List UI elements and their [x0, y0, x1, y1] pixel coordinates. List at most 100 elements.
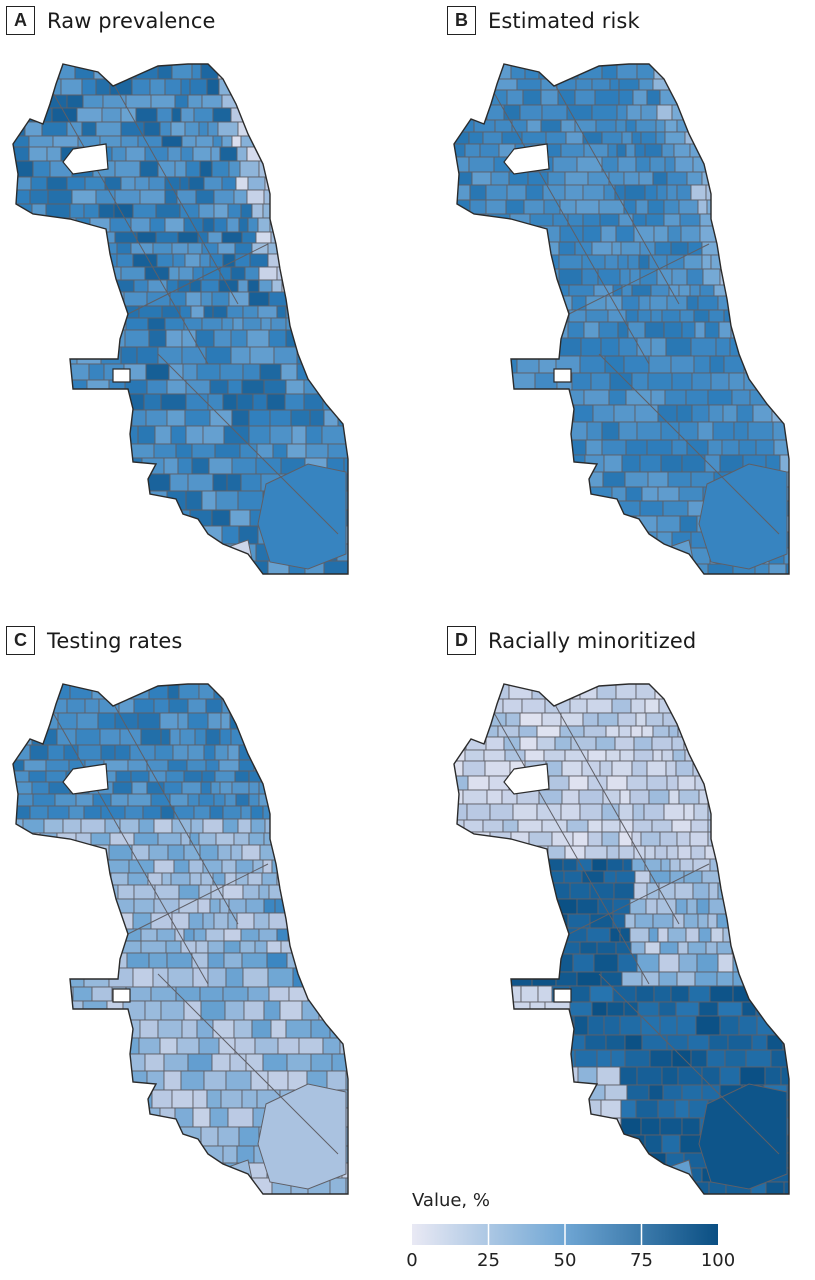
census-tract	[587, 531, 604, 549]
census-tract	[272, 443, 288, 459]
census-tract	[13, 898, 25, 914]
census-tract	[273, 189, 293, 205]
census-tract	[599, 213, 620, 227]
census-tract	[770, 789, 784, 805]
census-tract	[707, 789, 721, 805]
census-tract	[593, 284, 614, 297]
census-tract	[147, 317, 166, 331]
census-tract	[164, 317, 185, 331]
census-tract	[526, 913, 547, 929]
census-tract	[230, 346, 251, 365]
census-tract	[320, 266, 342, 281]
census-tract	[242, 967, 269, 988]
road-line	[157, 353, 339, 535]
census-tract	[219, 146, 238, 162]
census-tract	[766, 898, 782, 915]
census-tract	[351, 760, 366, 771]
census-tract	[30, 266, 48, 281]
census-tract	[95, 121, 122, 137]
census-tract	[258, 279, 273, 293]
census-tract	[179, 176, 190, 191]
census-tract	[310, 1019, 331, 1039]
census-tract	[212, 305, 228, 319]
census-tract	[650, 309, 663, 323]
census-tract	[68, 329, 89, 348]
census-tract	[705, 64, 722, 80]
census-tract	[454, 1015, 470, 1036]
census-tract	[706, 199, 720, 215]
census-tract	[662, 500, 689, 517]
census-tract	[597, 1152, 613, 1169]
census-tract	[678, 789, 700, 805]
census-tract	[167, 146, 182, 162]
census-tract	[454, 927, 468, 943]
census-tract	[669, 858, 681, 872]
census-tract	[589, 913, 614, 929]
census-tract	[286, 884, 301, 900]
census-tract	[585, 439, 603, 456]
census-tract	[73, 844, 89, 861]
census-tract	[22, 818, 45, 834]
census-tract	[748, 858, 764, 872]
census-tract	[325, 967, 342, 988]
census-tract	[722, 404, 738, 423]
census-tract	[563, 870, 583, 884]
census-tract	[691, 404, 710, 423]
census-tract	[198, 1037, 220, 1055]
census-tract	[491, 486, 513, 502]
census-tract	[273, 203, 290, 219]
census-tract	[701, 254, 712, 270]
census-tract	[307, 176, 321, 191]
census-tract	[46, 176, 68, 191]
census-tract	[148, 770, 167, 783]
census-tract	[320, 305, 332, 319]
census-tract	[767, 213, 780, 227]
census-tract	[454, 1152, 472, 1169]
census-tract	[536, 736, 556, 751]
census-tract	[733, 684, 753, 700]
census-tract	[780, 78, 789, 91]
census-tract	[621, 454, 641, 473]
census-tract	[228, 898, 247, 914]
census-tract	[663, 803, 685, 821]
census-tract	[167, 759, 188, 772]
chicago-map-d	[453, 683, 790, 1195]
census-tract	[708, 119, 727, 133]
census-tract	[624, 184, 646, 201]
census-tract	[105, 940, 123, 954]
census-tract	[735, 819, 755, 833]
census-tract	[222, 393, 238, 411]
census-tract	[504, 225, 524, 243]
census-tract	[645, 898, 658, 915]
census-tract	[766, 104, 788, 121]
census-tract	[751, 725, 770, 738]
census-tract	[54, 793, 77, 807]
census-tract	[126, 525, 142, 545]
census-tract	[52, 884, 73, 900]
census-tract	[633, 882, 648, 900]
census-tract	[46, 266, 66, 281]
census-tract	[164, 217, 185, 233]
census-tract	[283, 146, 297, 162]
census-tract	[724, 171, 743, 186]
census-tract	[76, 107, 103, 123]
census-tract	[140, 940, 167, 954]
census-tract	[52, 135, 79, 148]
census-tract	[185, 425, 204, 445]
census-tract	[214, 443, 241, 459]
census-tract	[207, 967, 227, 988]
census-tract	[755, 698, 777, 714]
census-tract	[621, 295, 640, 311]
census-tract	[765, 736, 781, 751]
census-tract	[483, 749, 506, 762]
census-tract	[169, 793, 189, 807]
census-tract	[139, 189, 166, 205]
census-tract	[704, 104, 722, 121]
census-tract	[747, 268, 769, 286]
census-tract	[44, 305, 60, 319]
census-tract	[249, 253, 269, 268]
census-tract	[83, 805, 102, 820]
census-tract	[49, 844, 75, 861]
census-tract	[219, 728, 232, 746]
census-tract	[640, 104, 658, 121]
